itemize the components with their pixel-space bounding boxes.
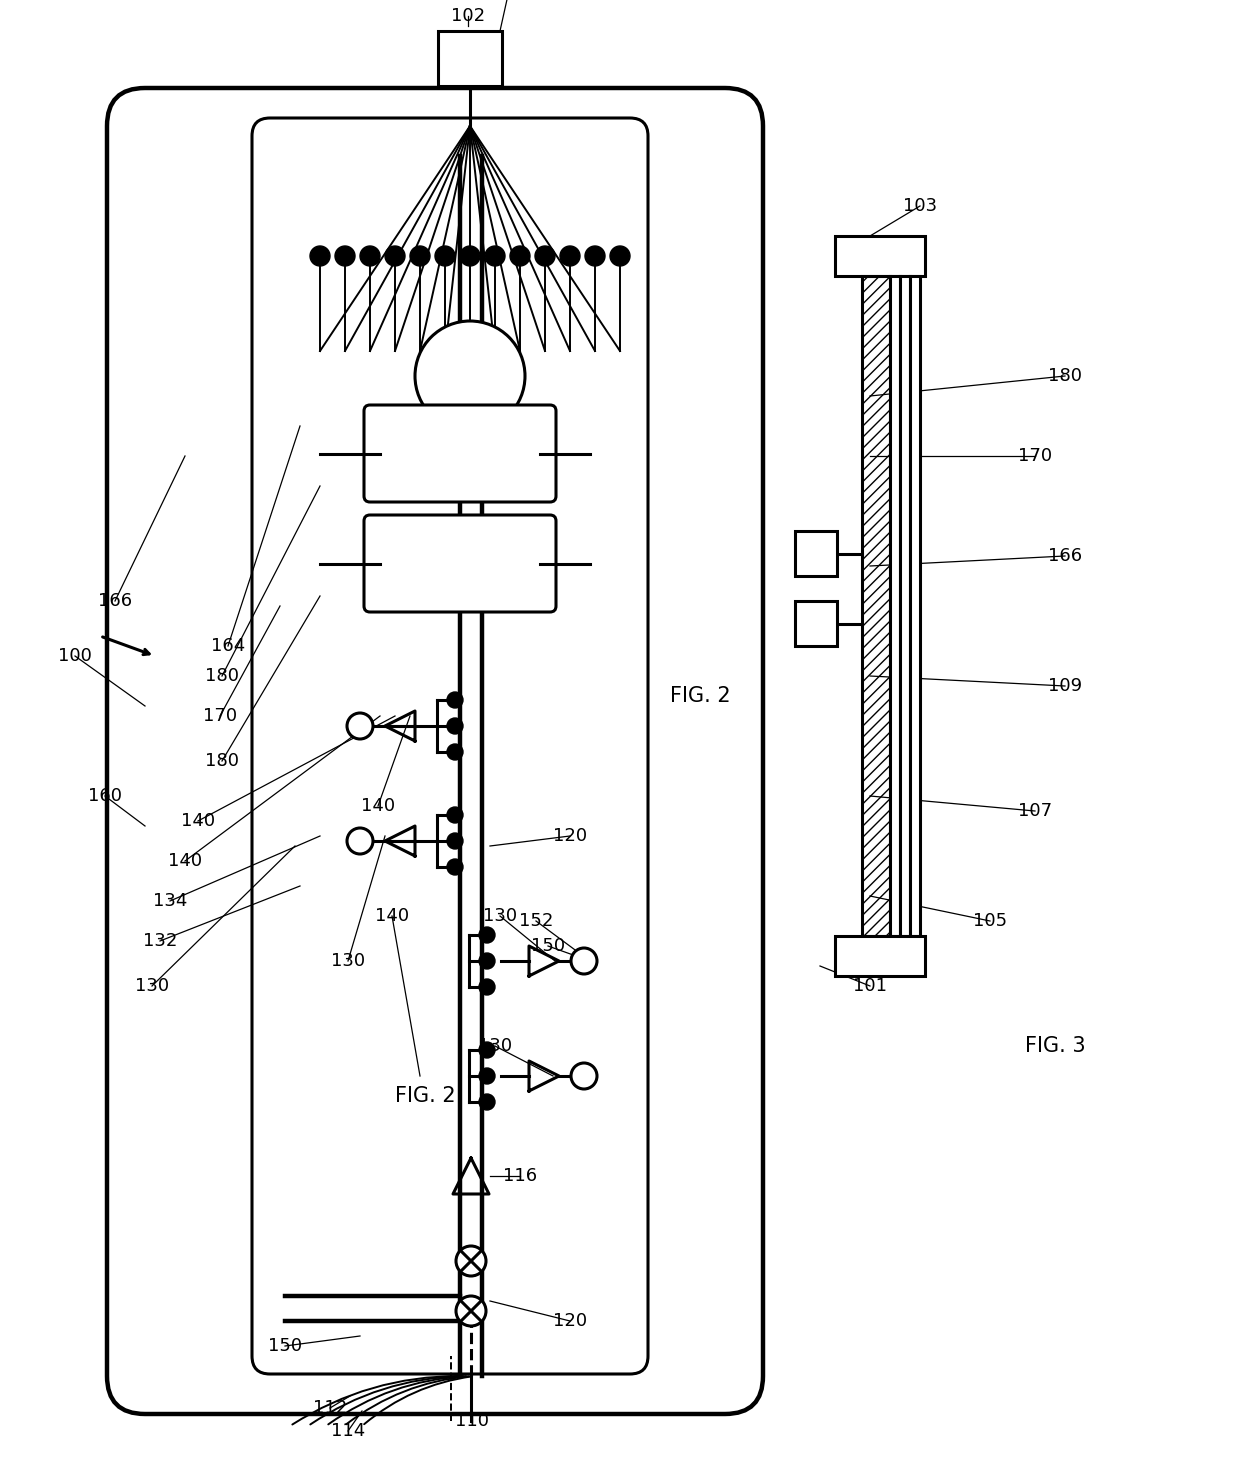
Text: FIG. 2: FIG. 2: [670, 686, 730, 706]
Circle shape: [310, 246, 330, 266]
Circle shape: [446, 692, 463, 708]
Text: 112: 112: [312, 1399, 347, 1417]
Circle shape: [479, 979, 495, 995]
Text: 166: 166: [1048, 548, 1083, 565]
FancyBboxPatch shape: [365, 515, 556, 613]
Circle shape: [479, 927, 495, 943]
Circle shape: [485, 246, 505, 266]
Circle shape: [610, 246, 630, 266]
Bar: [835, 236, 925, 276]
Text: 152: 152: [518, 912, 553, 930]
Bar: [795, 601, 837, 646]
Bar: [900, 276, 910, 936]
Text: 109: 109: [1048, 677, 1083, 695]
Circle shape: [570, 948, 596, 974]
Text: 101: 101: [853, 977, 887, 995]
Circle shape: [446, 717, 463, 734]
Text: 130: 130: [477, 1038, 512, 1055]
Text: 180: 180: [205, 751, 239, 770]
Circle shape: [460, 246, 480, 266]
Circle shape: [347, 828, 373, 855]
Text: 140: 140: [361, 797, 396, 815]
Circle shape: [446, 744, 463, 760]
Text: 120: 120: [553, 1312, 587, 1330]
Text: 105: 105: [973, 912, 1007, 930]
Circle shape: [479, 1094, 495, 1110]
Circle shape: [570, 1063, 596, 1089]
Circle shape: [415, 320, 525, 431]
Text: 170: 170: [1018, 447, 1052, 465]
Circle shape: [585, 246, 605, 266]
Text: 140: 140: [167, 852, 202, 869]
Text: 114: 114: [331, 1421, 365, 1441]
Text: 140: 140: [374, 906, 409, 925]
Circle shape: [479, 1042, 495, 1058]
Bar: [835, 936, 925, 976]
Circle shape: [534, 246, 556, 266]
Text: 130: 130: [135, 977, 169, 995]
Text: 120: 120: [553, 827, 587, 844]
Text: 134: 134: [153, 892, 187, 911]
Bar: [890, 276, 900, 936]
Circle shape: [435, 246, 455, 266]
FancyBboxPatch shape: [107, 89, 763, 1414]
Text: 150: 150: [531, 937, 565, 955]
Circle shape: [360, 246, 379, 266]
Text: 130: 130: [482, 906, 517, 925]
Text: FIG. 2: FIG. 2: [394, 1086, 455, 1106]
Text: 166: 166: [98, 592, 133, 610]
Text: 160: 160: [88, 787, 122, 804]
Circle shape: [384, 246, 405, 266]
Circle shape: [456, 1246, 486, 1275]
Bar: [795, 531, 837, 576]
Text: 107: 107: [1018, 801, 1052, 821]
Text: 100: 100: [58, 646, 92, 666]
Bar: [862, 276, 890, 936]
Circle shape: [479, 1069, 495, 1083]
Text: 110: 110: [455, 1413, 489, 1430]
Text: 102: 102: [451, 7, 485, 25]
Text: 170: 170: [203, 707, 237, 725]
Circle shape: [410, 246, 430, 266]
Circle shape: [446, 859, 463, 875]
Circle shape: [446, 832, 463, 849]
Circle shape: [479, 953, 495, 970]
FancyBboxPatch shape: [252, 118, 649, 1374]
Text: 180: 180: [205, 667, 239, 685]
Bar: [438, 31, 502, 86]
Text: 116: 116: [503, 1168, 537, 1185]
Text: 132: 132: [143, 931, 177, 951]
Text: 164: 164: [211, 638, 246, 655]
Circle shape: [347, 713, 373, 739]
Text: 150: 150: [268, 1337, 303, 1355]
Text: 130: 130: [331, 952, 365, 970]
Text: 103: 103: [903, 196, 937, 215]
Bar: [910, 276, 920, 936]
Circle shape: [456, 1296, 486, 1325]
Circle shape: [510, 246, 529, 266]
Text: 180: 180: [1048, 368, 1083, 385]
Text: FIG. 3: FIG. 3: [1024, 1036, 1085, 1055]
FancyBboxPatch shape: [365, 404, 556, 502]
Circle shape: [446, 807, 463, 824]
Circle shape: [560, 246, 580, 266]
Text: 140: 140: [181, 812, 215, 830]
Circle shape: [335, 246, 355, 266]
